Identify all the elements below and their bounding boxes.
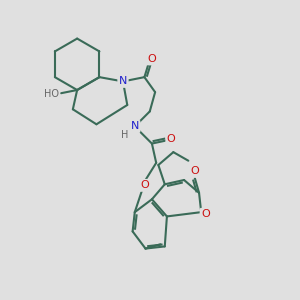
Text: O: O (167, 134, 176, 144)
Text: O: O (201, 209, 210, 219)
Text: O: O (148, 54, 156, 64)
Text: HO: HO (44, 89, 59, 99)
Text: N: N (130, 122, 139, 131)
Text: N: N (119, 76, 127, 86)
Text: H: H (122, 130, 129, 140)
Text: O: O (190, 167, 199, 176)
Text: O: O (140, 180, 149, 190)
